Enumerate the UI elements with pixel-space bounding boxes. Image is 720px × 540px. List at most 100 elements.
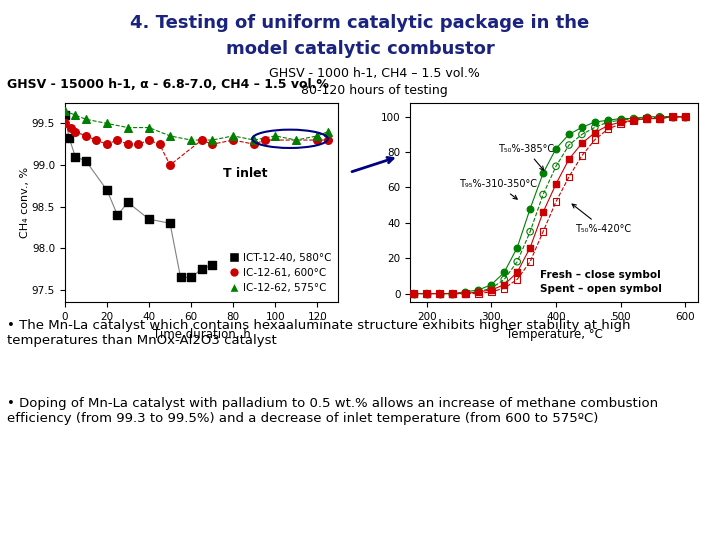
Point: [420, 289, 432, 298]
Point: [446, 289, 458, 298]
Point: [91, 136, 102, 144]
Point: [472, 289, 484, 298]
Point: [589, 118, 600, 126]
Point: [524, 258, 536, 266]
Point: [154, 140, 166, 149]
Point: [641, 114, 652, 123]
Text: GHSV - 1000 h-1, CH4 – 1.5 vol.%: GHSV - 1000 h-1, CH4 – 1.5 vol.%: [269, 68, 480, 80]
Point: [70, 152, 81, 161]
Text: Fresh – close symbol: Fresh – close symbol: [540, 271, 661, 280]
Point: [615, 114, 626, 123]
Legend: ICT-12-40, 580°C, IC-12-61, 600°C, IC-12-62, 575°C: ICT-12-40, 580°C, IC-12-61, 600°C, IC-12…: [225, 248, 336, 297]
Point: [433, 289, 445, 298]
Point: [433, 289, 445, 298]
Point: [122, 123, 134, 132]
Point: [680, 112, 691, 121]
Text: T inlet: T inlet: [223, 166, 268, 179]
Point: [537, 208, 549, 217]
Point: [446, 289, 458, 298]
Point: [654, 114, 665, 123]
Point: [498, 284, 510, 293]
Point: [615, 118, 626, 126]
Text: T₉₅%-310-350°C: T₉₅%-310-350°C: [459, 179, 537, 199]
Point: [667, 112, 678, 121]
Point: [485, 287, 497, 296]
Point: [101, 186, 112, 194]
Point: [59, 111, 71, 119]
Point: [101, 140, 112, 149]
Point: [228, 136, 239, 144]
Point: [446, 289, 458, 298]
Point: [408, 289, 419, 298]
Point: [408, 289, 419, 298]
Point: [524, 204, 536, 213]
Point: [420, 289, 432, 298]
Point: [312, 136, 323, 144]
Point: [143, 136, 155, 144]
X-axis label: Time duration, h: Time duration, h: [153, 328, 251, 341]
Point: [563, 155, 575, 164]
Point: [459, 287, 471, 296]
Point: [498, 275, 510, 284]
Point: [80, 132, 91, 140]
Y-axis label: CH₄ conv., %: CH₄ conv., %: [20, 167, 30, 238]
Point: [511, 275, 523, 284]
Point: [70, 127, 81, 136]
Point: [185, 136, 197, 144]
Point: [589, 129, 600, 137]
Point: [291, 136, 302, 144]
Point: [420, 289, 432, 298]
Point: [185, 273, 197, 282]
Point: [498, 280, 510, 289]
Point: [602, 122, 613, 130]
Point: [433, 289, 445, 298]
Text: T₅₀%-420°C: T₅₀%-420°C: [572, 204, 631, 234]
Point: [576, 139, 588, 147]
Point: [576, 151, 588, 160]
Point: [312, 132, 323, 140]
Point: [101, 119, 112, 128]
Point: [175, 273, 186, 282]
Point: [485, 286, 497, 294]
Point: [615, 119, 626, 128]
Point: [537, 190, 549, 199]
Point: [576, 130, 588, 139]
Point: [269, 132, 281, 140]
Point: [680, 112, 691, 121]
Point: [63, 133, 75, 142]
Point: [322, 136, 333, 144]
Point: [196, 136, 207, 144]
X-axis label: Temperature, °C: Temperature, °C: [506, 328, 603, 341]
Text: 4. Testing of uniform catalytic package in the: 4. Testing of uniform catalytic package …: [130, 14, 590, 31]
Point: [576, 123, 588, 132]
Point: [589, 123, 600, 132]
Point: [66, 123, 77, 132]
Point: [654, 114, 665, 123]
Text: T₅₀%-385°C: T₅₀%-385°C: [498, 144, 554, 170]
Point: [207, 261, 218, 269]
Point: [667, 112, 678, 121]
Point: [472, 286, 484, 294]
Point: [511, 268, 523, 276]
Point: [459, 289, 471, 298]
Point: [602, 125, 613, 133]
Point: [628, 114, 639, 123]
Point: [408, 289, 419, 298]
Point: [207, 140, 218, 149]
Point: [472, 287, 484, 296]
Point: [322, 127, 333, 136]
Point: [459, 289, 471, 298]
Point: [498, 268, 510, 276]
Point: [132, 140, 144, 149]
Point: [563, 173, 575, 181]
Point: [59, 106, 71, 115]
Point: [80, 157, 91, 165]
Point: [589, 136, 600, 144]
Point: [628, 114, 639, 123]
Point: [228, 132, 239, 140]
Point: [602, 116, 613, 125]
Point: [654, 112, 665, 121]
Point: [164, 161, 176, 170]
Point: [112, 211, 123, 219]
Point: [164, 219, 176, 228]
